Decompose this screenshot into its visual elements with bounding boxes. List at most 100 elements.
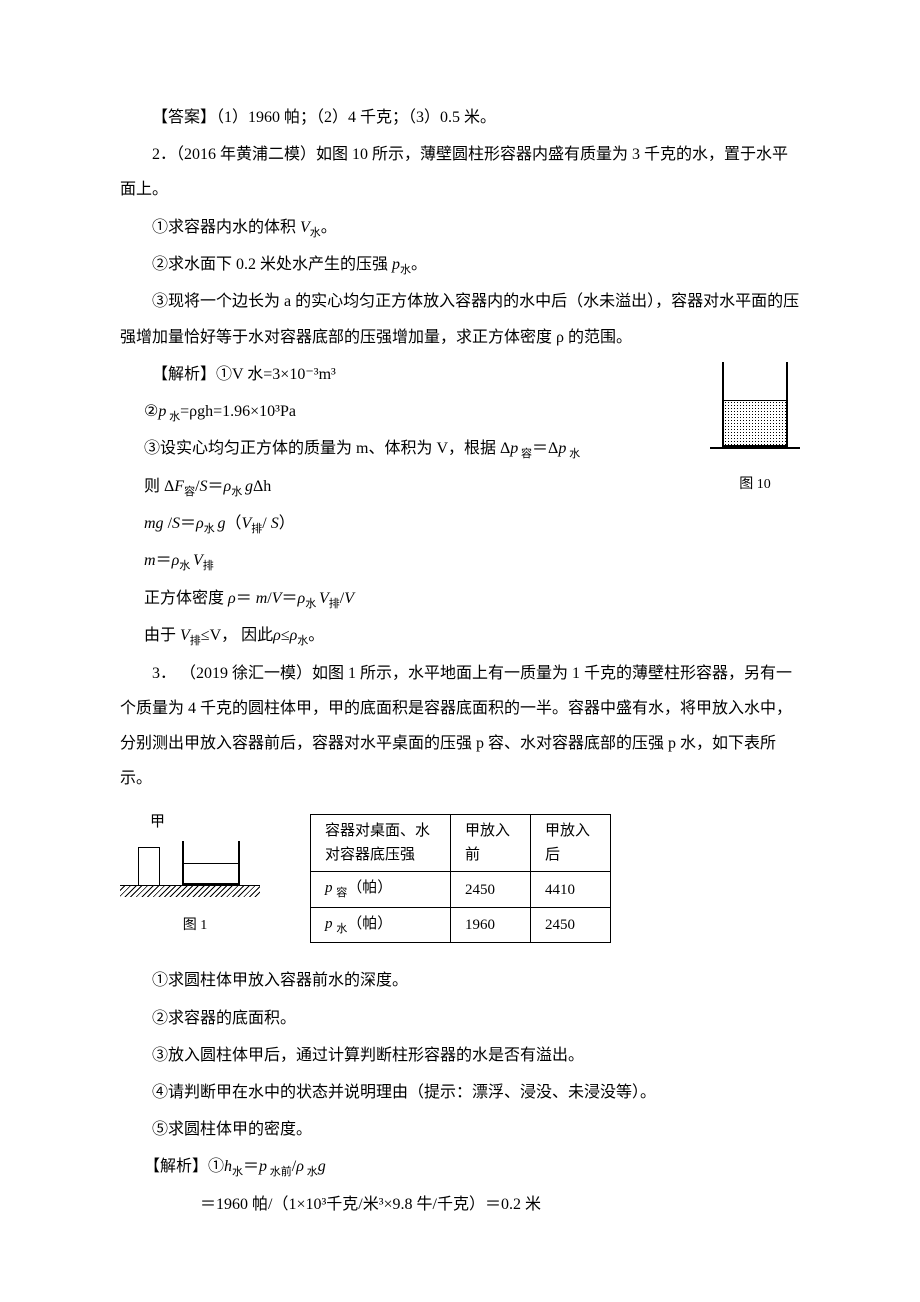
figure-1: 甲 图 1 — [120, 806, 270, 942]
s5-V: V — [241, 515, 251, 532]
s4-pre: 则 Δ — [144, 478, 174, 495]
s31-pre: ① — [208, 1158, 224, 1175]
solution-2-line5: mg /S＝ρ水 g（V排/ S） — [120, 506, 800, 541]
solution-3-line2: ＝1960 帕/（1×10³千克/米³×9.8 牛/千克）＝0.2 米 — [120, 1187, 800, 1222]
table-row: 容器对桌面、水对容器底压强 甲放入前 甲放入后 — [311, 815, 611, 872]
s5-sl: / — [164, 515, 172, 532]
s31-hsub: 水 — [232, 1167, 243, 1179]
s4-dh: Δh — [253, 478, 271, 495]
q1-var: V — [300, 219, 310, 236]
figure-10-label: 图 10 — [710, 470, 800, 501]
s2-eq: =ρgh=1.96×10³Pa — [180, 403, 296, 420]
solution-2-line2: ②p 水=ρgh=1.96×10³Pa — [120, 394, 800, 429]
s4-F: F — [174, 478, 184, 495]
s5-S: S — [172, 515, 180, 532]
s5-rho: ρ — [196, 515, 204, 532]
s3-pre: ③设实心均匀正方体的质量为 m、体积为 V，根据 Δ — [144, 440, 510, 457]
q2-sub: 水 — [400, 264, 411, 276]
q1-end: 。 — [321, 219, 337, 236]
problem-3-figure-table-row: 甲 图 1 容器对桌面、水对容器底压强 甲放入前 甲放入后 p 容（帕） 245… — [120, 806, 800, 943]
table-header-3: 甲放入后 — [531, 815, 611, 872]
q2-text: ②求水面下 0.2 米处水产生的压强 — [152, 256, 392, 273]
s4-rhosub: 水 — [231, 486, 245, 498]
s8-le: ≤V， 因此 — [201, 627, 273, 644]
s5-sl2: / — [262, 515, 270, 532]
s31-p: p — [259, 1158, 267, 1175]
sol3-label: 【解析】 — [144, 1158, 208, 1175]
s8-pre: 由于 — [144, 627, 180, 644]
solution-2-line4: 则 ΔF容/S＝ρ水 gΔh — [120, 469, 800, 504]
problem-3-q2: ②求容器的底面积。 — [120, 1001, 800, 1036]
problem-3-q3: ③放入圆柱体甲后，通过计算判断柱形容器的水是否有溢出。 — [120, 1038, 800, 1073]
solution-3-line1: 【解析】①h水＝p 水前/ρ 水g — [120, 1149, 800, 1184]
row2-v2: 2450 — [531, 907, 611, 943]
problem-3-q1: ①求圆柱体甲放入容器前水的深度。 — [120, 963, 800, 998]
row2-v1: 1960 — [451, 907, 531, 943]
s5-mg: mg — [144, 515, 164, 532]
s5-p1: （ — [225, 515, 241, 532]
figure-10: 图 10 — [710, 362, 800, 501]
row1-label: p 容（帕） — [311, 872, 451, 908]
problem-3-q4: ④请判断甲在水中的状态并说明理由（提示：漂浮、浸没、未浸没等）。 — [120, 1075, 800, 1110]
s5-p2: ） — [279, 515, 295, 532]
figure-1-diagram — [120, 837, 260, 907]
table-header-2: 甲放入前 — [451, 815, 531, 872]
s5-rhosub: 水 — [204, 523, 218, 535]
s2-pre: ② — [144, 403, 158, 420]
problem-2-q2: ②求水面下 0.2 米处水产生的压强 p水。 — [120, 247, 800, 282]
problem-2-q1: ①求容器内水的体积 V水。 — [120, 210, 800, 245]
s6-V: V — [193, 552, 203, 569]
s4-S: S — [200, 478, 208, 495]
q1-text: ①求容器内水的体积 — [152, 219, 300, 236]
s31-eq: ＝ — [243, 1158, 259, 1175]
s8-le2: ≤ — [281, 627, 290, 644]
s31-g: g — [318, 1158, 326, 1175]
solution-2-line8: 由于 V排≤V， 因此ρ≤ρ水。 — [120, 618, 800, 653]
s8-V: V — [180, 627, 190, 644]
row1-v1: 2450 — [451, 872, 531, 908]
sol2-1: ①V 水=3×10⁻³m³ — [216, 366, 336, 383]
row1-v2: 4410 — [531, 872, 611, 908]
table-row: p 水（帕） 1960 2450 — [311, 907, 611, 943]
s31-rhosub: 水 — [304, 1167, 318, 1179]
s3-sub2: 水 — [566, 448, 580, 460]
s5-Vsub: 排 — [251, 523, 262, 535]
s4-g: g — [245, 478, 253, 495]
s8-Vsub: 排 — [190, 635, 201, 647]
solution-2-line7: 正方体密度 ρ＝ m/V＝ρ水 V排/V — [120, 581, 800, 616]
s6-rhosub: 水 — [179, 561, 193, 573]
problem-2-q3: ③现将一个边长为 a 的实心均匀正方体放入容器内的水中后（水未溢出），容器对水平… — [120, 284, 800, 354]
s31-rho: ρ — [296, 1158, 304, 1175]
s8-end: 。 — [308, 627, 324, 644]
s6-Vsub: 排 — [203, 561, 214, 573]
problem-3-intro: 3． （2019 徐汇一模）如图 1 所示，水平地面上有一质量为 1 千克的薄壁… — [120, 656, 800, 797]
solution-2-line1: 【解析】①V 水=3×10⁻³m³ — [120, 357, 800, 392]
s4-Fsub: 容 — [184, 486, 195, 498]
problem-2-intro: 2．（2016 年黄浦二模）如图 10 所示，薄壁圆柱形容器内盛有质量为 3 千… — [120, 137, 800, 207]
answer-1: 【答案】（1）1960 帕；（2）4 千克；（3）0.5 米。 — [120, 100, 800, 135]
document-content: 【答案】（1）1960 帕；（2）4 千克；（3）0.5 米。 2．（2016 … — [120, 100, 800, 1222]
q2-var: p — [392, 256, 400, 273]
s6-m: m — [144, 552, 156, 569]
solution-2-line3: ③设实心均匀正方体的质量为 m、体积为 V，根据 Δp 容＝Δp 水 — [120, 431, 800, 466]
s6-eq: ＝ — [156, 552, 172, 569]
problem-3-q5: ⑤求圆柱体甲的密度。 — [120, 1112, 800, 1147]
s3-mid: ＝Δ — [532, 440, 558, 457]
q2-end: 。 — [411, 256, 427, 273]
sol-label: 【解析】 — [152, 366, 216, 383]
s8-rho1: ρ — [273, 627, 281, 644]
figure-1-caption: 图 1 — [120, 911, 270, 942]
figure-1-top-label: 甲 — [120, 806, 270, 839]
s5-eq: ＝ — [180, 515, 196, 532]
s31-psub: 水前 — [267, 1167, 292, 1179]
solution-2-line6: m＝ρ水 V排 — [120, 543, 800, 578]
q1-sub: 水 — [310, 227, 321, 239]
table-row: p 容（帕） 2450 4410 — [311, 872, 611, 908]
s4-eq: ＝ — [208, 478, 224, 495]
table-header-1: 容器对桌面、水对容器底压强 — [311, 815, 451, 872]
container-diagram — [710, 362, 800, 462]
data-table: 容器对桌面、水对容器底压强 甲放入前 甲放入后 p 容（帕） 2450 4410… — [310, 814, 611, 943]
row2-label: p 水（帕） — [311, 907, 451, 943]
s3-sub1: 容 — [518, 448, 532, 460]
s8-rhosub: 水 — [297, 635, 308, 647]
